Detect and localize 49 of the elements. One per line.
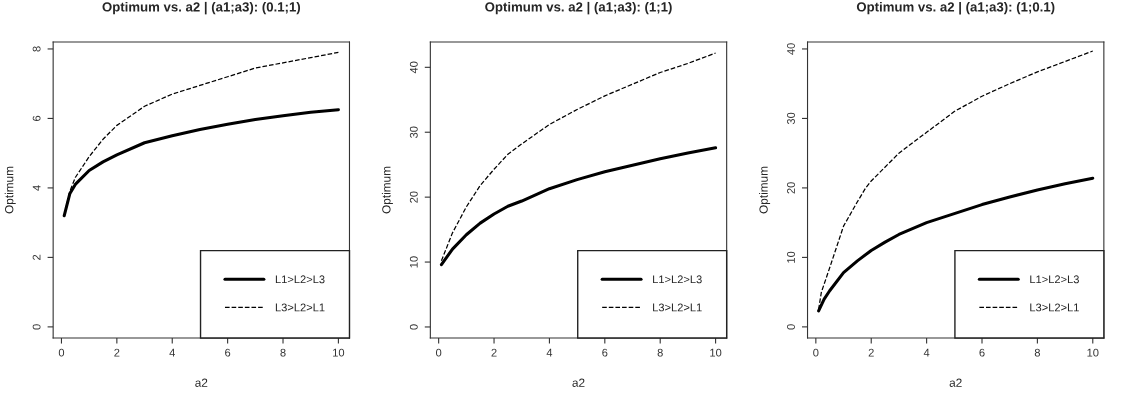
- x-tick-label: 0: [813, 348, 819, 357]
- x-tick-label: 10: [710, 348, 722, 357]
- y-tick-label: 40: [409, 61, 418, 74]
- y-tick-label: 30: [787, 112, 795, 125]
- x-tick-label: 10: [1087, 348, 1099, 357]
- y-axis-title: Optimum: [381, 166, 393, 214]
- y-axis-title: Optimum: [4, 166, 16, 214]
- y-tick-label: 4: [32, 185, 41, 191]
- y-tick-label: 30: [409, 126, 418, 138]
- x-tick-label: 8: [1034, 348, 1040, 357]
- y-tick-label: 6: [32, 115, 41, 121]
- x-tick-label: 0: [436, 348, 442, 357]
- x-tick-label: 6: [602, 348, 608, 357]
- chart-title: Optimum vs. a2 | (a1;a3): (0.1;1): [102, 1, 301, 15]
- x-tick-label: 2: [114, 348, 120, 357]
- x-tick-label: 6: [979, 348, 985, 357]
- chart-title: Optimum vs. a2 | (a1;a3): (1;1): [485, 1, 672, 15]
- x-axis-title: a2: [949, 378, 962, 387]
- y-tick-label: 40: [787, 43, 795, 55]
- y-tick-label: 10: [787, 251, 795, 263]
- x-tick-label: 4: [169, 348, 175, 357]
- x-axis-title: a2: [195, 378, 208, 387]
- y-tick-label: 2: [32, 254, 41, 260]
- y-tick-label: 20: [409, 191, 418, 203]
- y-tick-label: 0: [409, 324, 418, 330]
- x-tick-label: 10: [333, 348, 345, 357]
- y-axis-title: Optimum: [759, 166, 771, 214]
- x-axis-title: a2: [572, 378, 585, 387]
- x-tick-label: 6: [225, 348, 231, 357]
- legend-label: L3>L2>L1: [275, 303, 325, 312]
- y-tick-label: 8: [32, 46, 41, 52]
- legend-label: L3>L2>L1: [1030, 303, 1079, 312]
- chart-title: Optimum vs. a2 | (a1;a3): (1;0.1): [856, 1, 1055, 15]
- legend-label: L1>L2>L3: [653, 275, 702, 284]
- x-tick-label: 4: [923, 348, 930, 357]
- line-series: [440, 52, 717, 262]
- x-tick-label: 8: [657, 348, 663, 357]
- x-tick-label: 8: [280, 348, 286, 357]
- x-tick-label: 4: [546, 348, 553, 357]
- x-tick-label: 2: [868, 348, 874, 357]
- legend-label: L1>L2>L3: [275, 275, 325, 284]
- y-tick-label: 0: [787, 324, 795, 330]
- legend-label: L3>L2>L1: [653, 303, 702, 312]
- y-tick-label: 10: [409, 256, 418, 268]
- y-tick-label: 0: [32, 324, 41, 330]
- y-tick-label: 20: [787, 182, 795, 194]
- x-tick-label: 2: [491, 348, 497, 357]
- legend-label: L1>L2>L3: [1030, 275, 1079, 284]
- x-tick-label: 0: [58, 348, 65, 357]
